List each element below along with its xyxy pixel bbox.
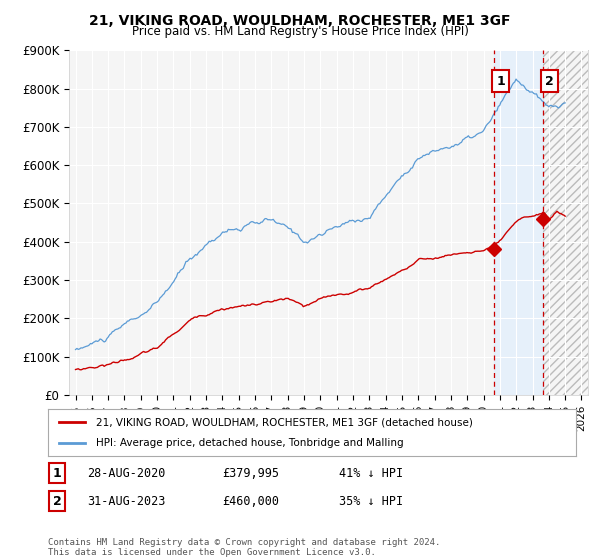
Text: 1: 1	[53, 466, 61, 480]
Text: 1: 1	[496, 74, 505, 87]
Text: 2: 2	[53, 494, 61, 508]
Text: 35% ↓ HPI: 35% ↓ HPI	[339, 494, 403, 508]
Text: £460,000: £460,000	[222, 494, 279, 508]
Text: 21, VIKING ROAD, WOULDHAM, ROCHESTER, ME1 3GF: 21, VIKING ROAD, WOULDHAM, ROCHESTER, ME…	[89, 14, 511, 28]
Text: 31-AUG-2023: 31-AUG-2023	[87, 494, 166, 508]
Bar	[494, 50, 543, 395]
Text: Contains HM Land Registry data © Crown copyright and database right 2024.
This d: Contains HM Land Registry data © Crown c…	[48, 538, 440, 557]
Text: 2: 2	[545, 74, 554, 87]
Bar	[543, 50, 588, 395]
Text: Price paid vs. HM Land Registry's House Price Index (HPI): Price paid vs. HM Land Registry's House …	[131, 25, 469, 38]
Text: £379,995: £379,995	[222, 466, 279, 480]
Text: 21, VIKING ROAD, WOULDHAM, ROCHESTER, ME1 3GF (detached house): 21, VIKING ROAD, WOULDHAM, ROCHESTER, ME…	[95, 417, 472, 427]
Text: 41% ↓ HPI: 41% ↓ HPI	[339, 466, 403, 480]
Text: HPI: Average price, detached house, Tonbridge and Malling: HPI: Average price, detached house, Tonb…	[95, 438, 403, 448]
Text: 28-AUG-2020: 28-AUG-2020	[87, 466, 166, 480]
